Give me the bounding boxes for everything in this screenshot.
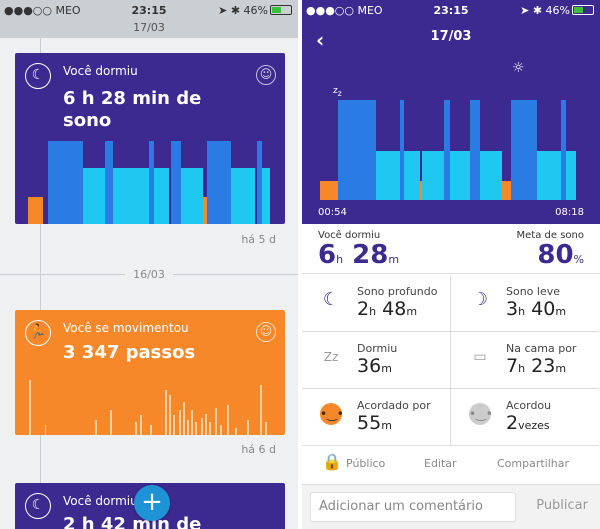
publish-button[interactable]: Publicar <box>536 498 588 513</box>
carrier-label: ●●●○○ MEO <box>306 4 383 17</box>
share-button[interactable]: Compartilhar <box>497 457 570 470</box>
slept-minutes: 28 <box>352 240 389 270</box>
deep-sleep-cell: ☾ Sono profundo 2h 48m <box>302 275 450 332</box>
light-sleep-value: 3h 40m <box>506 298 567 320</box>
minutes-unit: m <box>388 253 400 266</box>
zz-icon: Zz <box>323 350 339 364</box>
deep-sleep-value: 2h 48m <box>357 298 418 320</box>
sleep-card2-value: 2 h 42 min de <box>63 514 202 529</box>
smiley-icon[interactable]: ☺ <box>256 65 276 85</box>
lock-icon: 🔒 <box>322 452 342 471</box>
sleep-card-2[interactable]: ☾ Você dormiu 2 h 42 min de <box>15 483 285 529</box>
back-chevron-icon[interactable]: ‹ <box>316 28 325 52</box>
woke-cell: •‿• Acordou 2vezes <box>451 389 599 446</box>
goal-percent: 80 <box>537 240 574 270</box>
awake-face-icon: •‿• <box>320 403 344 425</box>
goal-label: Meta de sono <box>516 230 584 241</box>
move-card-label: Você se movimentou <box>63 321 189 335</box>
steps-mini-graph <box>29 380 267 435</box>
add-button[interactable]: + <box>134 485 170 521</box>
timeline-line <box>40 38 41 529</box>
sleep-graph <box>320 100 576 200</box>
status-time: 23:15 <box>131 4 167 17</box>
carrier-label: ●●●○○ MEO <box>4 4 81 17</box>
in-bed-cell: ▭ Na cama por 7h 23m <box>451 332 599 389</box>
awake-value: 55m <box>357 412 392 434</box>
awake-cell: •‿• Acordado por 55m <box>302 389 450 446</box>
move-ago: há 6 d <box>241 443 276 456</box>
woke-value: 2vezes <box>506 412 550 434</box>
sleep-detail-screen: ●●●○○ MEO 23:15 ➤ ✱ 46% ‹ 17/03 zz ☼ 00:… <box>302 0 600 529</box>
status-right: ➤ ✱ 46% <box>520 4 594 17</box>
sleep-card[interactable]: ☾ Você dormiu 6 h 28 min de sono ☺ <box>15 53 285 224</box>
in-bed-value: 7h 23m <box>506 355 567 377</box>
moon-icon: ☾ <box>25 493 51 519</box>
fell-asleep-cell: Zz Dormiu 36m <box>302 332 450 389</box>
sleep-card-value: 6 h 28 min de sono <box>63 88 202 131</box>
sleep-mini-graph <box>28 141 270 224</box>
move-card-value: 3 347 passos <box>63 342 196 363</box>
slept-label: Você dormiu <box>318 230 381 241</box>
status-right: ➤ ✱ 46% <box>218 4 292 17</box>
comment-input[interactable]: Adicionar um comentário <box>310 492 516 522</box>
comment-bar: Adicionar um comentário Publicar <box>302 484 600 529</box>
in-bed-label: Na cama por <box>506 342 577 355</box>
timeline-screen: ●●●○○ MEO 23:15 ➤ ✱ 46% 17/03 ☾ Você dor… <box>0 0 298 529</box>
sleep-ago: há 5 d <box>241 233 276 246</box>
edit-button[interactable]: Editar <box>424 457 457 470</box>
light-sleep-cell: ☽ Sono leve 3h 40m <box>451 275 599 332</box>
battery-icon <box>572 5 594 15</box>
bed-icon: ▭ <box>473 349 487 365</box>
actions-bar: 🔒 Público Editar Compartilhar <box>302 452 600 476</box>
percent-unit: % <box>573 253 584 266</box>
smiley-icon[interactable]: ☺ <box>256 322 276 342</box>
moon-icon: ☾ <box>322 289 340 310</box>
end-time: 08:18 <box>555 207 584 218</box>
hours-unit: h <box>336 253 344 266</box>
woke-face-icon: •‿• <box>469 403 493 425</box>
sleep-card2-label: Você dormiu <box>63 494 138 508</box>
screen-divider <box>298 0 302 529</box>
fell-asleep-value: 36m <box>357 355 392 377</box>
separator-date: 16/03 <box>0 268 298 281</box>
summary-row: Você dormiu 6h 28m Meta de sono 80% <box>302 224 600 274</box>
goal-value: 80% <box>537 240 584 270</box>
sleep-card-label: Você dormiu <box>63 64 138 78</box>
light-sleep-label: Sono leve <box>506 285 561 298</box>
fell-asleep-label: Dormiu <box>357 342 398 355</box>
grid-divider <box>450 275 451 446</box>
awake-label: Acordado por <box>357 399 431 412</box>
battery-percent: 46% <box>545 4 570 17</box>
runner-icon: 🏃 <box>25 320 51 346</box>
public-button[interactable]: Público <box>346 457 386 470</box>
status-bar: ●●●○○ MEO 23:15 ➤ ✱ 46% <box>302 0 600 22</box>
move-card[interactable]: 🏃 Você se movimentou 3 347 passos ☺ <box>15 310 285 435</box>
date-header: 17/03 <box>0 21 298 38</box>
battery-percent: 46% <box>243 4 268 17</box>
status-time: 23:15 <box>433 4 469 17</box>
zz-icon: zz <box>333 86 342 98</box>
separator-date-text: 16/03 <box>125 268 173 281</box>
page-title: 17/03 <box>430 29 472 44</box>
moon-icon: ☾ <box>25 63 51 89</box>
battery-icon <box>270 5 292 15</box>
start-time: 00:54 <box>318 207 347 218</box>
deep-sleep-label: Sono profundo <box>357 285 438 298</box>
woke-label: Acordou <box>506 399 552 412</box>
sunrise-icon: ☼ <box>512 60 525 76</box>
slept-hours: 6 <box>318 240 337 270</box>
crescent-icon: ☽ <box>471 289 489 310</box>
status-bar: ●●●○○ MEO 23:15 ➤ ✱ 46% <box>0 0 298 22</box>
slept-value: 6h 28m <box>318 240 399 270</box>
